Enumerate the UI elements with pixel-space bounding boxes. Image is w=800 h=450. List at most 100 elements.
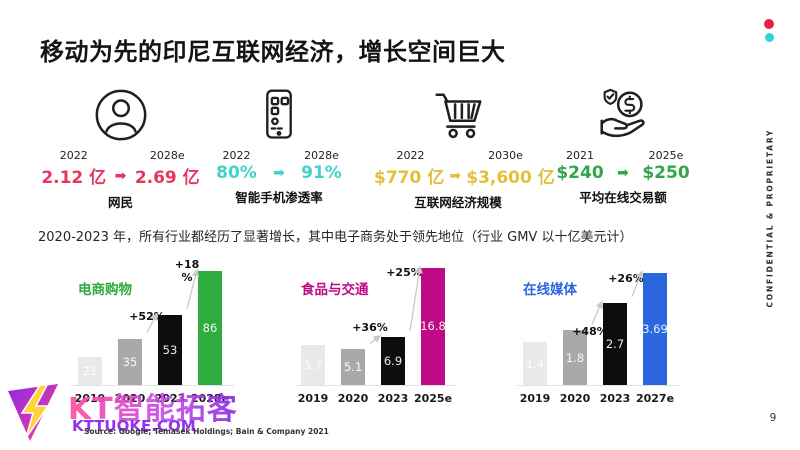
- to-value: 2.69 亿: [134, 168, 200, 188]
- from-year: 2021: [566, 149, 594, 162]
- growth-arrow-icon: [591, 300, 603, 325]
- chart-title: 在线媒体: [523, 282, 577, 298]
- bar: 86: [198, 271, 222, 385]
- bar-value-label: 1.4: [525, 356, 545, 371]
- bar: 16.8: [420, 267, 446, 385]
- page-number: 9: [769, 412, 777, 424]
- stat-values: $770 亿 ➡ $3,600 亿: [374, 163, 555, 189]
- from-value: $770 亿: [374, 168, 445, 188]
- to-value: $250: [642, 163, 690, 183]
- x-axis-tick-label: 2019: [68, 392, 112, 405]
- bar: 2.7: [603, 302, 627, 385]
- from-value: 2.12 亿: [41, 168, 107, 188]
- stat-label: 网民: [107, 195, 133, 210]
- bar-value-label: 3.69: [642, 321, 668, 336]
- growth-arrow-icon: [369, 335, 382, 344]
- from-value: $240: [556, 163, 604, 183]
- from-value: 80%: [216, 163, 257, 183]
- decor-dot-cyan: [765, 33, 774, 42]
- x-axis-tick-label: 2019: [519, 392, 551, 405]
- confidential-label: CONFIDENTIAL & PROPRIETARY: [765, 128, 775, 308]
- stat-values: 2.12 亿 ➡ 2.69 亿: [38, 163, 203, 189]
- to-year: 2025e: [648, 149, 684, 162]
- stat-label: 互联网经济规模: [414, 195, 502, 210]
- right-arrow-icon: ➡: [273, 165, 285, 181]
- chart-plot: 5.7 2019 5.1 2020 6.9 2023 16.8 2025e +36% +25%: [293, 258, 465, 414]
- growth-arrow-icon: [186, 268, 200, 309]
- decor-dot-red: [764, 19, 774, 29]
- watermark-logo-icon: [8, 384, 58, 441]
- bar: 1.4: [523, 342, 547, 385]
- chart-plot: 1.4 2019 1.8 2020 2.7 2023 3.69 2027e +48% +26%: [515, 258, 687, 414]
- x-axis-tick-label: 2027e: [635, 392, 675, 405]
- stat-years: 2022 2030e: [374, 149, 542, 162]
- bar-value-label: 1.8: [565, 350, 585, 365]
- x-axis-tick-label: 2025e: [413, 392, 453, 405]
- chart-food-transport: 食品与交通 5.7 2019 5.1 2020 6.9 2023 16.8 2025e +36%…: [293, 258, 465, 414]
- stat-years: 2022 2028e: [205, 149, 353, 162]
- bar: 5.7: [301, 345, 325, 385]
- x-axis-tick-label: 2028e: [188, 392, 232, 405]
- bar: 1.8: [563, 330, 587, 385]
- stat-smartphone-penetration: 2022 2028e 80% ➡ 91% 智能手机渗透率: [205, 84, 353, 206]
- source-note: Source: Google; Temasek Holdings; Bain &…: [84, 427, 329, 436]
- chart-ecommerce: 电商购物 212019352020532023862028e+52%+18 %: [70, 258, 242, 414]
- growth-arrow-icon: [409, 265, 423, 331]
- watermark-brand: KT智能拓客: [68, 384, 238, 428]
- x-axis-tick-label: 2023: [377, 392, 409, 405]
- to-value: 91%: [301, 163, 342, 183]
- bar-value-label: 53: [162, 342, 178, 357]
- bar-value-label: 16.8: [420, 319, 446, 334]
- chart-online-media: 在线媒体 1.4 2019 1.8 2020 2.7 2023 3.69 2027e +48% +…: [515, 258, 687, 414]
- bar-value-label: 5.1: [343, 360, 363, 375]
- x-axis-line: [295, 385, 457, 386]
- to-year: 2028e: [304, 149, 339, 162]
- stat-internet-economy: 2022 2030e $770 亿 ➡ $3,600 亿 互联网经济规模: [374, 84, 555, 211]
- growth-percent-label: +25%: [386, 266, 422, 279]
- x-axis-tick-label: 2019: [297, 392, 329, 405]
- stat-label: 智能手机渗透率: [235, 190, 323, 205]
- growth-percent-label: +18 %: [174, 258, 200, 284]
- x-axis-tick-label: 2023: [148, 392, 192, 405]
- x-axis-tick-label: 2020: [108, 392, 152, 405]
- bar-value-label: 86: [202, 321, 218, 335]
- section-subtitle: 2020-2023 年，所有行业都经历了显著增长，其中电子商务处于领先地位（行业…: [38, 230, 633, 245]
- bar: 5.1: [341, 349, 365, 385]
- stat-label: 平均在线交易额: [579, 190, 667, 205]
- stat-years: 2022 2028e: [38, 149, 203, 162]
- cart-icon: [374, 84, 542, 146]
- chart-title: 电商购物: [78, 282, 132, 298]
- right-arrow-icon: ➡: [617, 165, 629, 181]
- growth-arrow-icon: [631, 270, 644, 297]
- chart-plot: 212019352020532023862028e+52%+18 %: [70, 258, 242, 414]
- x-axis-tick-label: 2023: [599, 392, 631, 405]
- page-title: 移动为先的印尼互联网经济，增长空间巨大: [40, 38, 506, 66]
- to-year: 2030e: [488, 149, 523, 162]
- hand-coin-icon: [548, 84, 698, 146]
- bar: 6.9: [381, 336, 405, 385]
- bar: 21: [78, 357, 102, 385]
- growth-arrows: [369, 265, 423, 344]
- watermark-url: KTTUOKE.COM: [72, 417, 196, 435]
- bar: 35: [118, 338, 142, 385]
- to-value: $3,600 亿: [466, 168, 555, 188]
- growth-percent-label: +36%: [352, 321, 388, 334]
- smartphone-icon: [205, 84, 353, 146]
- growth-percent-label: +48%: [572, 325, 608, 338]
- chart-title: 食品与交通: [301, 282, 369, 298]
- from-year: 2022: [396, 149, 425, 162]
- right-arrow-icon: ➡: [114, 167, 127, 184]
- stat-values: $240 ➡ $250: [548, 163, 698, 183]
- person-icon: [38, 84, 203, 146]
- bar-value-label: 21: [82, 364, 98, 379]
- from-year: 2022: [59, 149, 88, 162]
- x-axis-line: [72, 385, 234, 386]
- growth-arrows: [591, 270, 644, 325]
- bar-value-label: 2.7: [605, 336, 625, 351]
- right-arrow-icon: ➡: [449, 167, 462, 184]
- stat-years: 2021 2025e: [548, 149, 698, 162]
- stat-average-transaction: 2021 2025e $240 ➡ $250 平均在线交易额: [548, 84, 698, 206]
- x-axis-tick-label: 2020: [337, 392, 369, 405]
- from-year: 2022: [222, 149, 251, 162]
